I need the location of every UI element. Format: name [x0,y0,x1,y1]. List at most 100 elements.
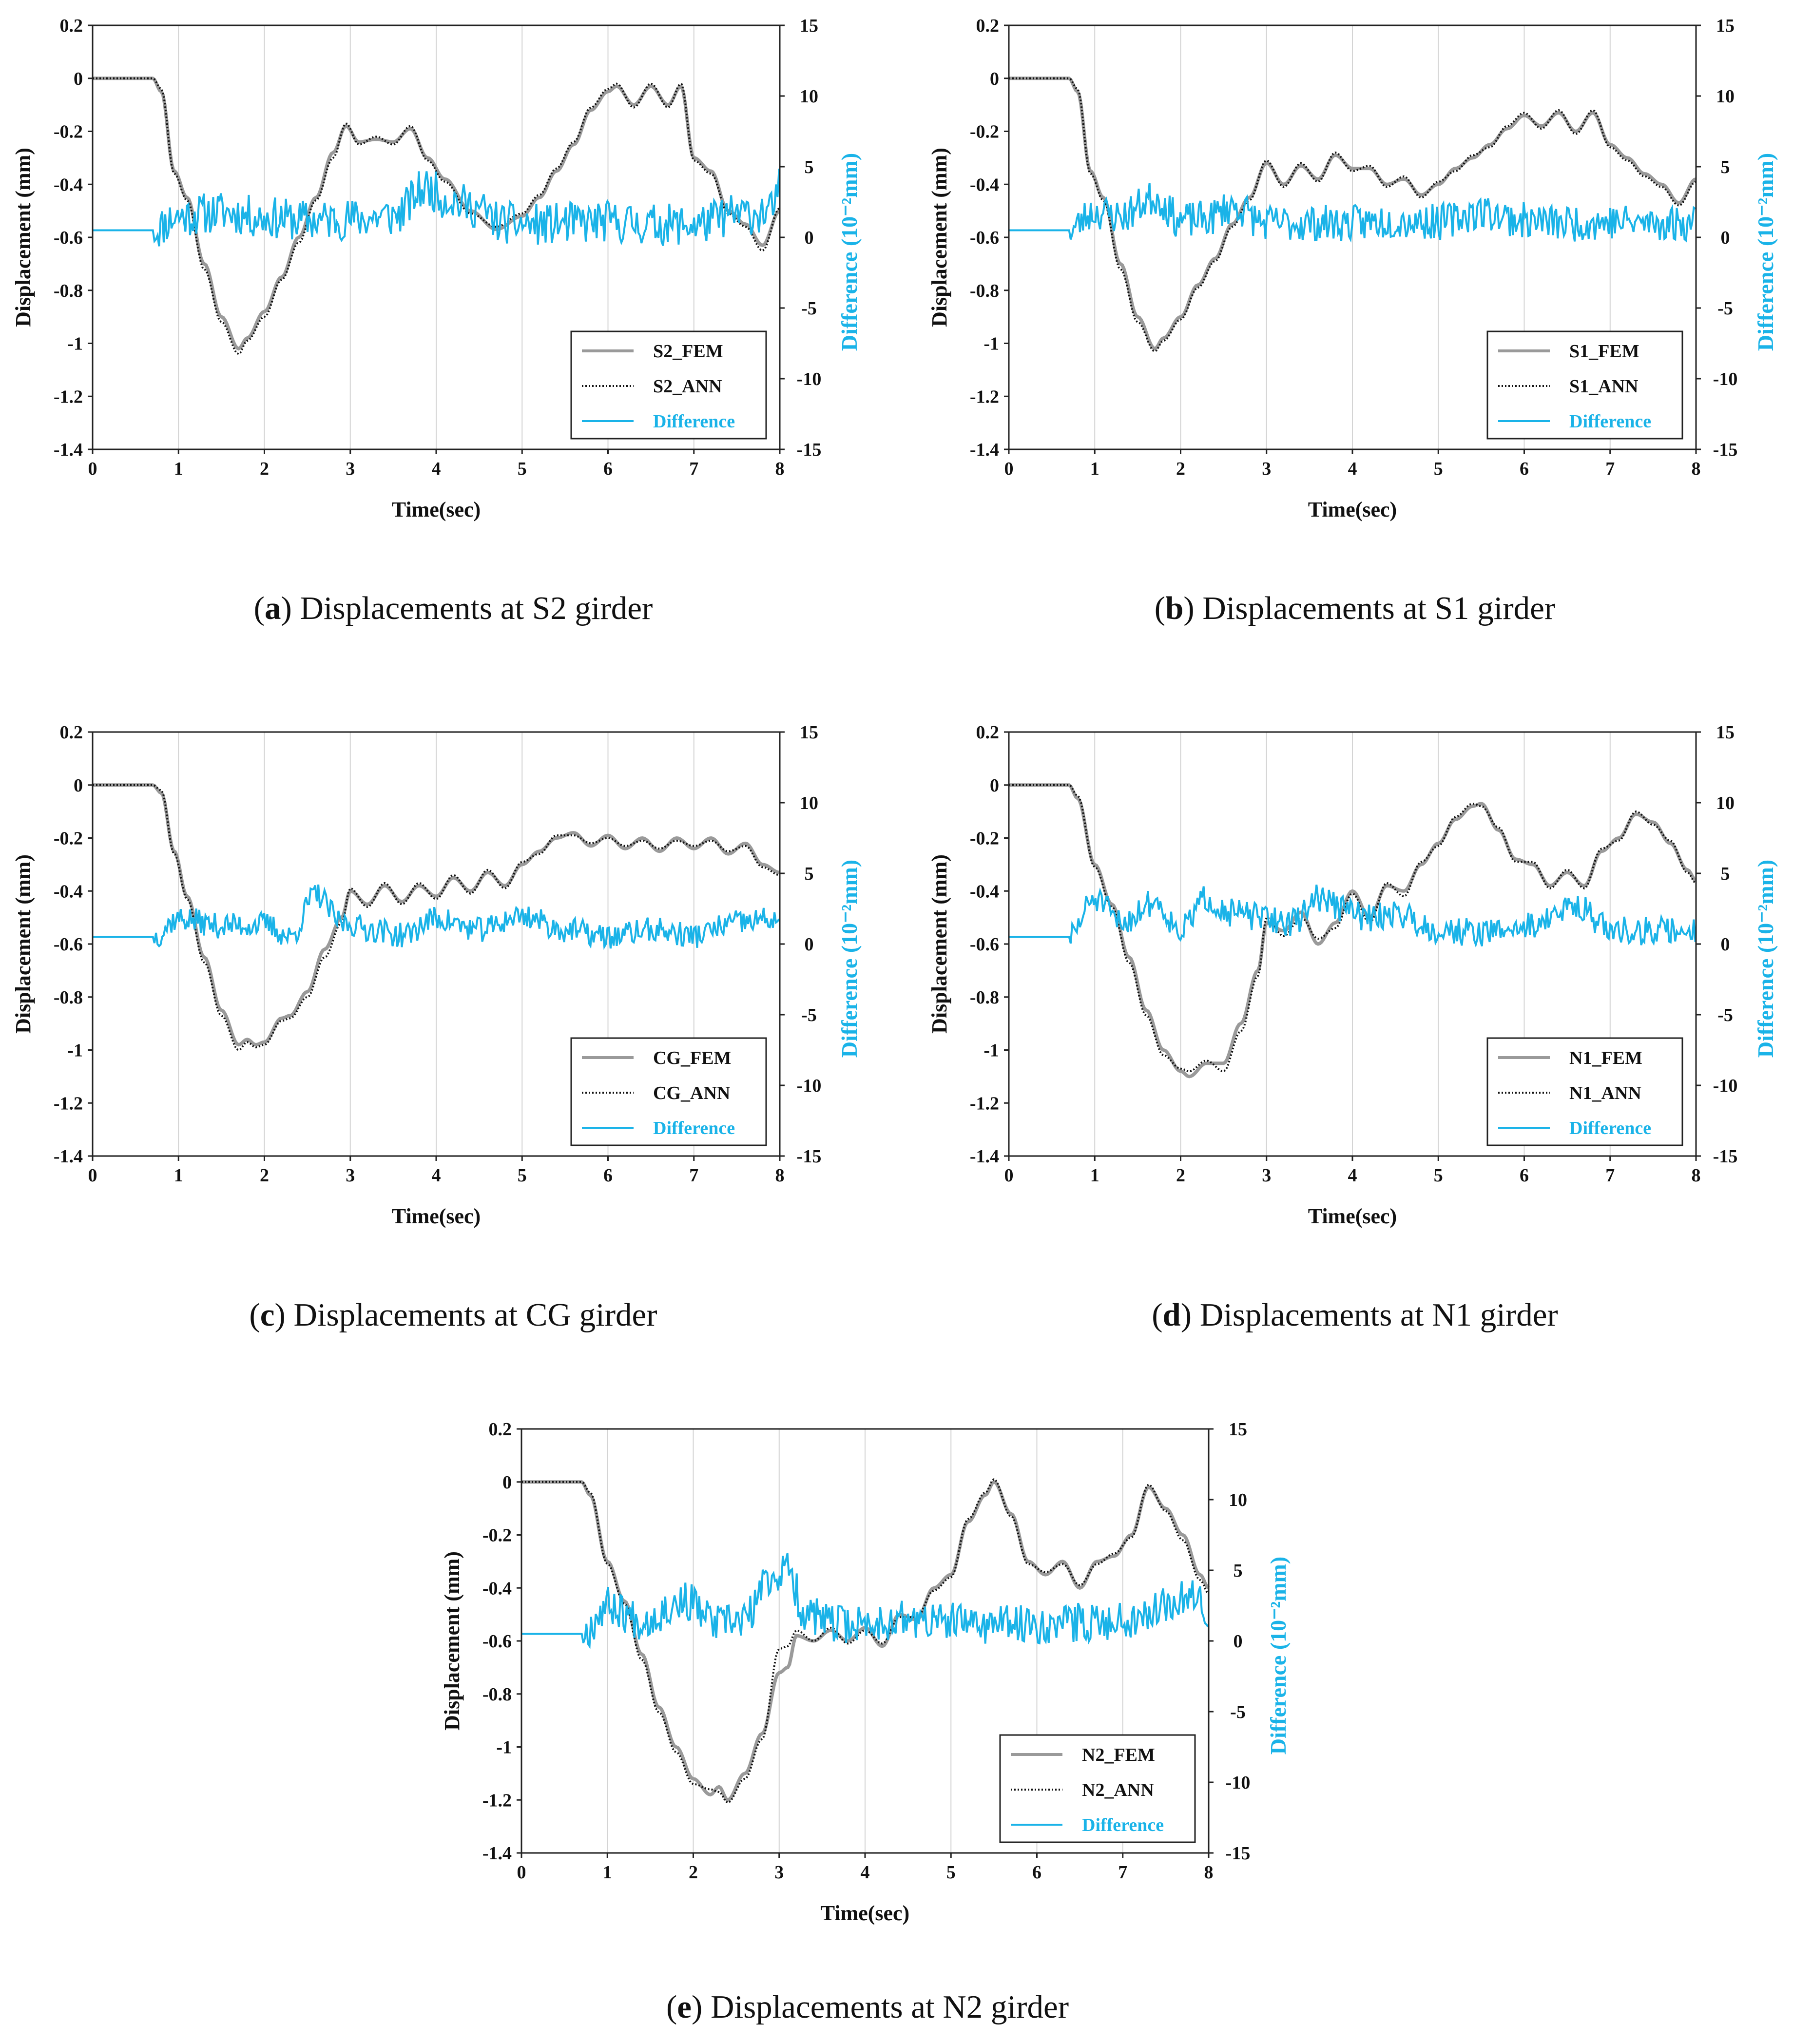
legend-entry: S2_FEM [653,341,723,362]
x-axis-label: Time(sec) [821,1901,909,1925]
y-tick-label: -0.2 [970,829,999,849]
legend-entry: S2_ANN [653,376,722,397]
series-line-cg-ann [93,784,780,1051]
x-tick-label: 1 [174,1165,183,1186]
y2-tick-label: 5 [1721,864,1730,884]
y2-tick-label: -15 [1226,1843,1251,1864]
x-tick-label: 6 [1520,1165,1529,1186]
x-axis-label: Time(sec) [1308,1204,1397,1228]
x-tick-label: 1 [1090,1165,1099,1186]
y2-tick-label: 15 [800,16,818,36]
y-tick-label: -1 [67,334,83,354]
x-tick-label: 0 [88,1165,97,1186]
y2-tick-label: 15 [1716,16,1735,36]
y2-tick-label: -5 [1717,298,1733,319]
y2-tick-label: -15 [797,440,822,460]
y-tick-label: -1.2 [970,386,999,407]
x-tick-label: 6 [603,1165,613,1186]
series-line-s1-fem [1009,77,1697,351]
x-tick-label: 2 [1176,1165,1185,1186]
y-tick-label: -0.4 [482,1578,512,1599]
x-tick-label: 1 [603,1862,612,1883]
y2-axis-label: Difference (10⁻²mm) [837,153,862,351]
y2-tick-label: -15 [797,1146,822,1167]
x-tick-label: 8 [775,459,785,479]
y-tick-label: -0.6 [970,228,999,248]
x-tick-label: 8 [1692,1165,1701,1186]
y2-tick-label: 0 [1721,934,1730,955]
y2-tick-label: 5 [805,864,814,884]
chart-panel-a: 0.2 0 -0.2 -0.4 -0.6 -0.8 -1 -1.2 -1.4 15 10 5 0 -5 -1… [0,0,897,643]
caption-c: (c) Displacements at CG girder [249,1297,657,1333]
legend-entry: CG_ANN [653,1083,730,1103]
y2-tick-label: 10 [1716,86,1735,107]
y-tick-label: 0.2 [976,722,1000,743]
y-tick-label: -1.4 [54,440,83,460]
y2-tick-label: 5 [1234,1561,1243,1581]
chart-panel-d: 0.2 0 -0.2 -0.4 -0.6 -0.8 -1 -1.2 -1.4 15 10 5 0 -5 -1… [916,707,1793,1350]
y2-tick-label: -5 [1230,1702,1246,1722]
y-axis-label: Displacement (mm) [11,148,35,327]
legend: N1_FEM N1_ANN Difference [1486,1037,1683,1146]
y-tick-label: 0.2 [489,1419,512,1440]
legend-entry: N1_FEM [1569,1048,1642,1068]
y2-tick-label: 15 [1716,722,1735,743]
y-tick-label: 0 [990,775,999,796]
legend-entry: N2_FEM [1082,1745,1155,1765]
y2-tick-label: 10 [1229,1490,1247,1510]
x-tick-label: 3 [346,1165,355,1186]
caption-letter: b [1165,590,1184,626]
y-tick-label: -0.8 [970,987,999,1008]
y2-tick-label: 5 [1721,157,1730,177]
y-axis-label: Displacement (mm) [927,854,951,1034]
y2-tick-label: 0 [1721,228,1730,248]
series-line-n2-ann [521,1478,1210,1804]
y-tick-label: -0.8 [482,1684,512,1705]
y-tick-label: -0.2 [54,829,83,849]
legend: CG_FEM CG_ANN Difference [570,1037,767,1146]
y2-tick-label: 5 [805,157,814,177]
x-tick-label: 8 [1204,1862,1214,1883]
y-tick-label: -0.4 [54,881,83,902]
y-tick-label: -1.4 [970,1146,999,1167]
legend-entry: CG_FEM [653,1048,731,1068]
y-tick-label: -0.2 [970,122,999,142]
y2-tick-label: 15 [1229,1419,1247,1440]
caption-d: (d) Displacements at N1 girder [1152,1297,1558,1333]
legend-entry: Difference [1082,1815,1164,1835]
caption-letter: c [260,1297,275,1333]
chart-b: 0.20-0.2-0.4-0.6-0.8-1-1.2-1.4151050-5-1… [927,16,1778,521]
x-tick-label: 2 [260,1165,269,1186]
y2-tick-label: -10 [797,369,822,389]
y-tick-label: -0.4 [54,174,83,195]
x-tick-label: 6 [1520,459,1529,479]
series-line-n1-fem [1009,783,1697,1079]
series-line-difference [93,884,780,950]
caption-e: (e) Displacements at N2 girder [666,1989,1069,2025]
y-tick-label: -1.2 [54,386,83,407]
caption-text: Displacements at N2 girder [711,1989,1069,2025]
y-tick-label: 0 [502,1472,512,1493]
y-axis-label: Displacement (mm) [440,1551,464,1731]
y2-tick-label: -15 [1713,1146,1738,1167]
y-tick-label: 0 [990,69,999,89]
y2-tick-label: 0 [805,934,814,955]
x-tick-label: 5 [518,1165,527,1186]
y2-tick-label: -5 [1717,1005,1733,1025]
x-tick-label: 1 [174,459,183,479]
gridlines [1094,732,1611,1156]
x-tick-label: 2 [689,1862,698,1883]
legend-entry: Difference [1569,411,1651,432]
x-tick-label: 4 [1348,1165,1357,1186]
chart-panel-c: 0.2 0 -0.2 -0.4 -0.6 -0.8 -1 -1.2 -1.4 15 10 5 0 -5 -1… [0,707,897,1350]
series-line-difference [93,169,780,247]
y-tick-label: -0.6 [970,934,999,955]
x-tick-label: 5 [1434,459,1443,479]
y-tick-label: 0.2 [976,16,1000,36]
x-tick-label: 5 [946,1862,956,1883]
series-line-difference [1009,885,1697,948]
x-tick-label: 0 [1004,459,1014,479]
x-tick-label: 4 [432,1165,441,1186]
gridlines [178,25,694,449]
series-line-difference [1009,182,1696,243]
